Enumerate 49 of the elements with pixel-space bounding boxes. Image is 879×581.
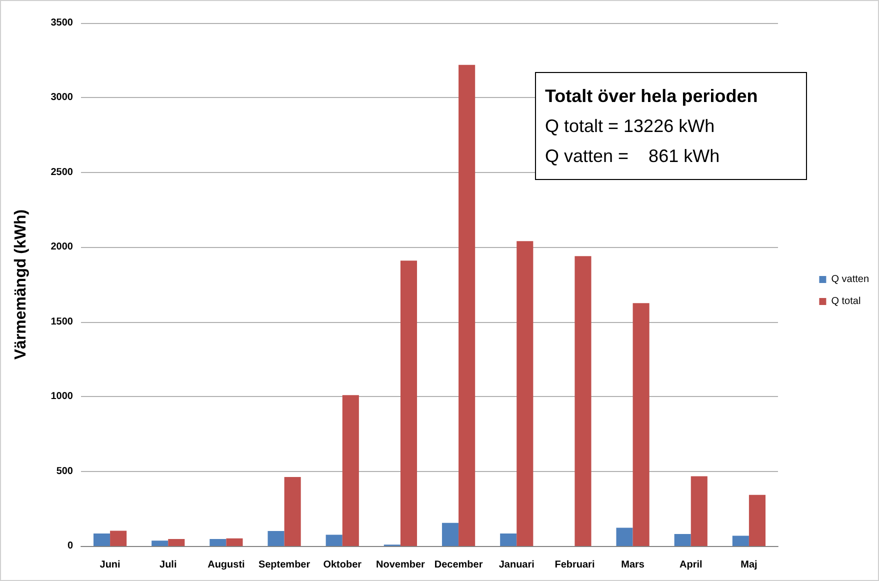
x-tick-label: Maj — [740, 560, 758, 570]
annotation: Q vatten = 861 kWh — [545, 145, 721, 168]
x-tick-label: Februari — [554, 560, 595, 570]
bar — [400, 260, 418, 546]
bar — [616, 528, 633, 546]
x-tick-label: November — [376, 560, 426, 570]
y-tick-label: 500 — [56, 466, 74, 477]
y-tick-label: 2000 — [50, 242, 74, 253]
x-tick-label: Juni — [100, 560, 121, 570]
bar — [516, 241, 534, 546]
x-tick-label: April — [679, 560, 702, 570]
bar — [110, 530, 127, 546]
x-tick-label: Augusti — [208, 560, 246, 570]
bar — [326, 534, 342, 546]
bar — [210, 538, 226, 546]
bar — [284, 476, 301, 546]
y-tick-label: 1500 — [50, 316, 74, 328]
bar — [226, 538, 243, 546]
y-tick-label: 0 — [67, 540, 74, 552]
x-tick-label: Januari — [498, 560, 535, 570]
legend-label: Q vatten — [831, 274, 870, 285]
bar — [500, 533, 517, 546]
y-tick-label: 3000 — [50, 92, 74, 104]
bar — [748, 494, 766, 546]
legend-label: Q total — [831, 296, 861, 307]
bar — [632, 303, 650, 546]
bar — [268, 531, 284, 546]
x-tick-label: September — [258, 560, 310, 570]
y-axis-title: Värmemängd (kWh) — [12, 209, 30, 360]
y-tick-label: 3500 — [50, 18, 74, 28]
bar — [574, 256, 592, 546]
annotation: Q totalt = 13226 kWh — [545, 115, 716, 138]
x-tick-label: December — [434, 560, 483, 570]
bar — [168, 538, 185, 546]
y-tick-label: 1000 — [50, 391, 74, 402]
x-tick-label: Juli — [160, 560, 177, 570]
bar — [458, 64, 476, 546]
bar — [342, 395, 359, 546]
bar — [93, 533, 110, 546]
bar — [732, 536, 749, 546]
bar — [152, 540, 168, 546]
text-box: Totalt över hela perioden Q totalt = 13226 kWh Q vatten = 861 kWh — [535, 72, 807, 180]
y-tick-label: 2500 — [50, 166, 74, 178]
bar — [690, 476, 708, 546]
bar — [442, 522, 459, 546]
x-tick-label: Oktober — [323, 560, 362, 570]
bar — [674, 534, 691, 546]
x-tick-label: Mars — [621, 560, 645, 570]
annotation: Totalt över hela perioden — [545, 85, 759, 108]
